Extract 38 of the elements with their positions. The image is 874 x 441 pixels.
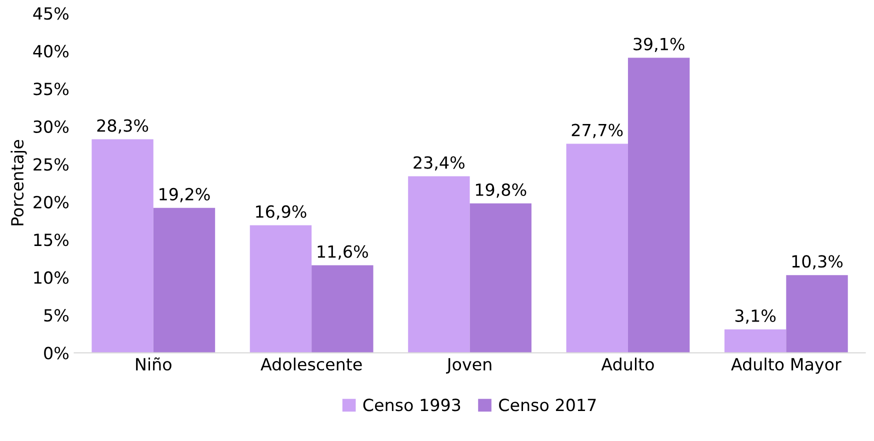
y-tick-label: 30% — [34, 120, 69, 133]
bar — [312, 265, 374, 353]
bar — [724, 329, 786, 353]
y-tick-label: 10% — [34, 271, 69, 284]
x-tick-label: Niño — [136, 357, 172, 371]
x-tick-label: Adolescente — [260, 358, 362, 371]
data-label: 11,6% — [318, 245, 368, 260]
data-label: 28,3% — [97, 119, 148, 134]
data-label: 39,1% — [634, 38, 684, 52]
bar — [566, 144, 628, 353]
y-axis-title: Porcentaje — [10, 140, 27, 226]
y-tick-label: 35% — [34, 82, 69, 96]
bar — [153, 208, 216, 353]
bar — [470, 203, 532, 353]
bar — [408, 176, 470, 353]
legend-label: Censo 2017 — [499, 398, 596, 412]
bar — [628, 58, 690, 353]
y-tick-label: 5% — [44, 309, 69, 322]
y-tick-label: 20% — [34, 196, 69, 208]
y-tick-label: 45% — [33, 7, 69, 20]
bar — [92, 139, 154, 353]
bar — [786, 275, 848, 353]
data-label: 10,3% — [792, 255, 843, 270]
x-tick-label: Adulto Mayor — [731, 358, 842, 374]
x-tick-label: Adulto — [601, 358, 654, 371]
legend-label: Censo 1993 — [363, 398, 460, 412]
data-label: 23,4% — [414, 156, 464, 171]
x-tick-label: Joven — [446, 358, 492, 374]
data-label: 27,7% — [572, 124, 623, 138]
y-tick-label: 0% — [44, 346, 69, 360]
data-label: 16,9% — [256, 205, 306, 220]
data-label: 3,1% — [735, 309, 776, 324]
bar — [250, 225, 312, 353]
data-label: 19,8% — [476, 183, 526, 198]
y-tick-label: 25% — [34, 158, 69, 171]
y-tick-label: 15% — [34, 234, 69, 246]
data-label: 19,2% — [160, 188, 210, 202]
y-tick-label: 40% — [33, 44, 69, 58]
